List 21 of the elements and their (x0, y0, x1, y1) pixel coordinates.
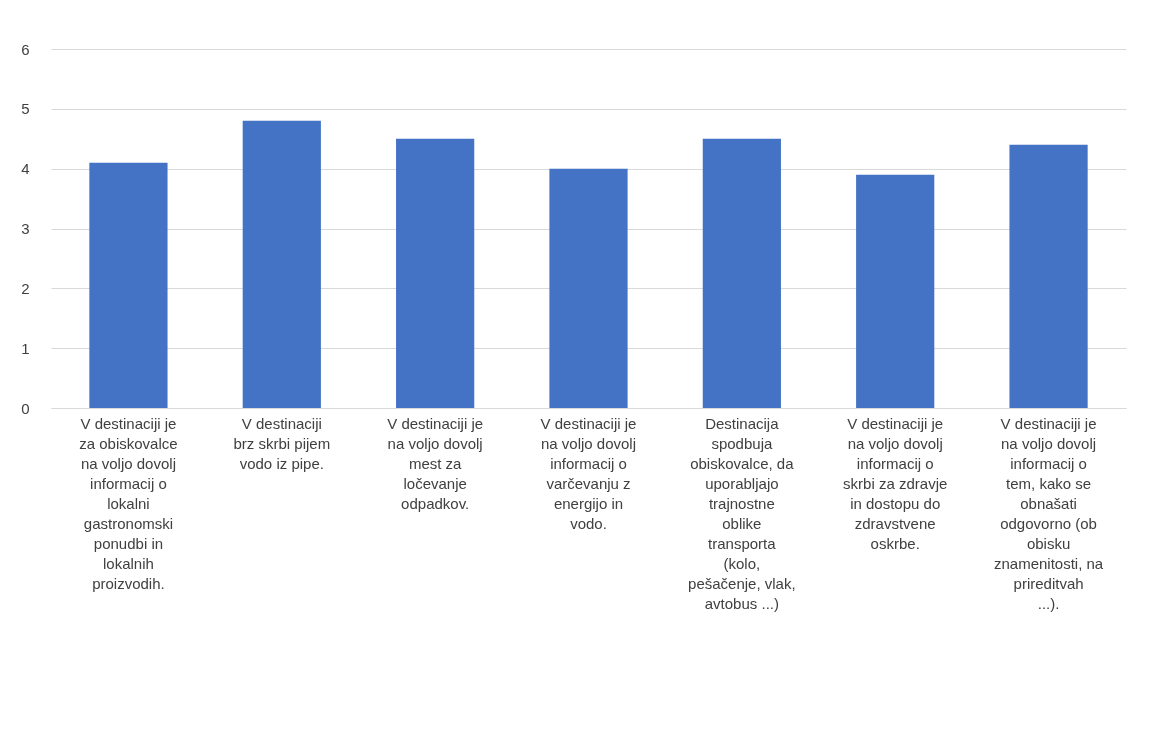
category-label: Destinacija spodbuja obiskovalce, da uporabljajo trajnostne oblike transporta (kolo, pešačenje, vlak, avtobus ...) (688, 414, 796, 612)
bar (396, 138, 475, 408)
x-tick-label: V destinaciji je na voljo dovolj informacij o varčevanju z energijo in vodo. (540, 414, 637, 532)
bar (1009, 144, 1088, 408)
category-label: V destinaciji je za obiskovalce na voljo dovolj informacij o lokalni gastronomski ponudbi in lokalnih proizvodih. (79, 414, 178, 592)
bar (89, 162, 168, 408)
bar (549, 168, 628, 408)
y-tick-label: 6 (21, 40, 30, 58)
y-tick-label: 5 (21, 100, 30, 118)
bar (856, 174, 935, 408)
y-tick-label: 0 (21, 399, 30, 417)
x-tick-label: V destinaciji je na voljo dovolj mest za ločevanje odpadkov. (387, 414, 484, 512)
category-label: V destinaciji je na voljo dovolj informacij o tem, kako se obnašati odgovorno (ob obisku znamenitosti, na prireditvah ...). (993, 414, 1104, 612)
x-tick-label: V destinaciji brz skrbi pijem vodo iz pipe. (233, 414, 331, 472)
y-tick-label: 3 (21, 220, 30, 237)
bar (242, 120, 321, 408)
y-tick-label: 1 (21, 339, 30, 357)
x-tick-label: V destinaciji je na voljo dovolj informacij o skrbi za zdravje in dostopu do zdravstvene oskrbe. (843, 414, 948, 552)
y-tick-label: 4 (21, 160, 30, 178)
y-tick-label: 2 (21, 279, 30, 297)
bar (702, 138, 781, 408)
